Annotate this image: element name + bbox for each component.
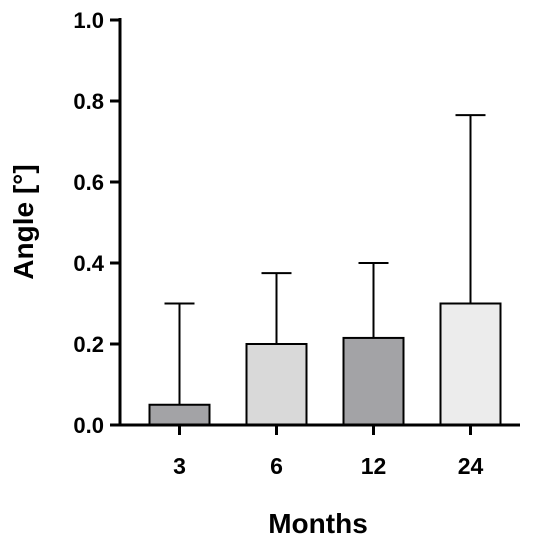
y-tick-label: 1.0 — [73, 8, 104, 33]
bar-3 — [148, 403, 211, 426]
x-tick-label: 24 — [458, 453, 484, 479]
x-tick-label: 12 — [361, 453, 387, 479]
bar-6 — [245, 343, 308, 426]
y-axis-title: Angle [°] — [8, 164, 39, 279]
x-ticks: 3 6 12 24 — [173, 425, 483, 479]
x-axis-title: Months — [268, 508, 368, 539]
x-tick-label: 3 — [173, 453, 186, 479]
y-tick-label: 0.8 — [73, 89, 104, 114]
chart-marks — [148, 114, 502, 426]
y-ticks: 0.0 0.2 0.4 0.6 0.8 1.0 — [73, 8, 120, 438]
bar-24 — [439, 302, 502, 426]
y-tick-label: 0.0 — [73, 413, 104, 438]
x-tick-label: 6 — [270, 453, 283, 479]
y-tick-label: 0.4 — [73, 251, 104, 276]
y-tick-label: 0.2 — [73, 332, 104, 357]
y-tick-label: 0.6 — [73, 170, 104, 195]
bar-12 — [342, 336, 405, 426]
